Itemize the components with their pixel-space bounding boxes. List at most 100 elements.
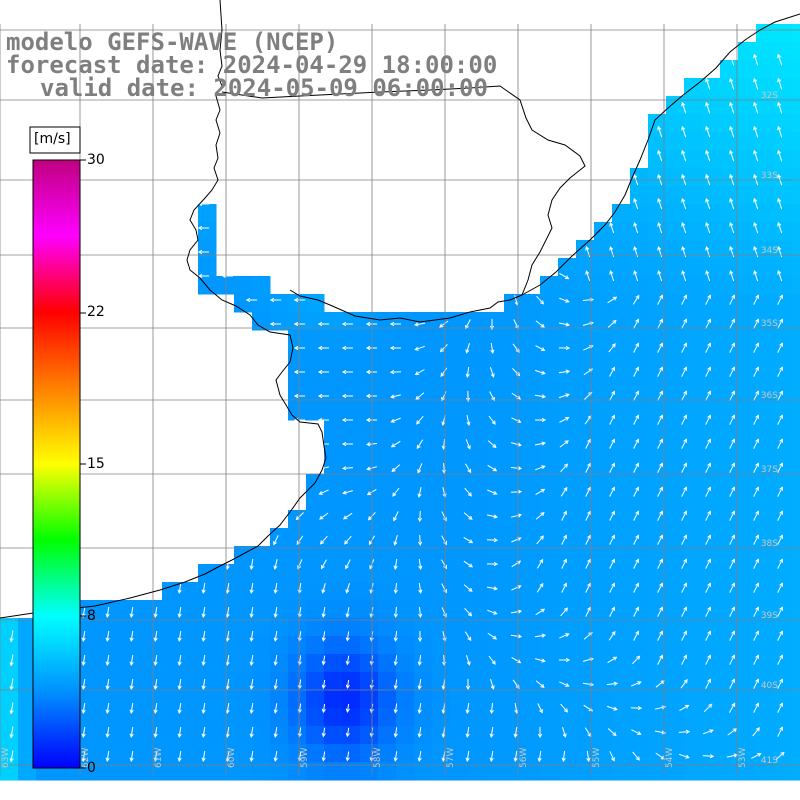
wind-speed-cell (648, 150, 667, 169)
wind-vector (221, 273, 234, 279)
wind-speed-cell (576, 600, 595, 619)
wind-speed-cell (468, 420, 487, 439)
wind-vector (418, 582, 423, 595)
wind-speed-cell (504, 564, 523, 583)
wind-speed-cell (630, 582, 649, 601)
wind-vector (777, 77, 783, 90)
wind-vector (657, 654, 663, 665)
wind-vector (705, 270, 711, 282)
wind-speed-cell (630, 204, 649, 223)
wind-vector (558, 657, 571, 663)
wind-vector (777, 534, 783, 545)
wind-vector (273, 582, 278, 595)
wind-vector (633, 270, 639, 282)
wind-speed-cell (594, 402, 613, 421)
wind-vector (273, 727, 278, 738)
wind-speed-cell (324, 636, 343, 655)
wind-vector (177, 750, 182, 763)
wind-speed-cell (450, 582, 469, 601)
wind-speed-cell (414, 474, 433, 493)
wind-vector (633, 342, 639, 353)
wind-speed-cell (414, 636, 433, 655)
forecast-date: forecast date: 2024-04-29 18:00:00 (6, 51, 498, 79)
wind-speed-cell (738, 420, 757, 439)
wind-speed-cell (612, 744, 631, 763)
wind-vector (463, 560, 474, 568)
wind-vector (417, 751, 422, 762)
wind-vector (777, 342, 783, 353)
wind-speed-cell (702, 690, 721, 709)
wind-speed-cell (576, 438, 595, 457)
wind-vector (345, 655, 350, 666)
wind-speed-cell (702, 438, 721, 457)
wind-vector (558, 393, 570, 399)
wind-vector (705, 510, 711, 521)
wind-vector (681, 366, 687, 377)
wind-speed-cell (684, 654, 703, 673)
wind-speed-cell (252, 654, 271, 673)
wind-vector (417, 655, 422, 666)
wind-speed-cell (522, 600, 541, 619)
wind-vector (273, 606, 278, 619)
wind-speed-cell (396, 762, 415, 781)
wind-vector (105, 630, 110, 643)
wind-speed-cell (378, 384, 397, 403)
wind-speed-cell (612, 672, 631, 691)
wind-speed-cell (702, 402, 721, 421)
wind-speed-cell (162, 744, 181, 763)
wind-speed-cell (396, 744, 415, 763)
wind-speed-cell (234, 654, 253, 673)
wind-speed-cell (666, 636, 685, 655)
wind-speed-cell (252, 726, 271, 745)
wind-vector (535, 320, 545, 328)
wind-speed-cell (792, 150, 800, 169)
longitude-label: 59W (300, 748, 310, 768)
wind-speed-cell (306, 654, 325, 673)
wind-speed-cell (108, 762, 127, 781)
wind-speed-cell (756, 330, 775, 349)
wind-speed-cell (792, 618, 800, 637)
wind-vector (681, 606, 687, 617)
wind-speed-cell (630, 672, 649, 691)
wind-vector (681, 582, 687, 593)
wind-vector (753, 630, 759, 641)
wind-speed-cell (594, 240, 613, 259)
wind-speed-cell (396, 528, 415, 547)
wind-vector (753, 366, 759, 377)
wind-speed-cell (504, 672, 523, 691)
wind-speed-cell (540, 276, 559, 295)
wind-speed-cell (774, 276, 793, 295)
wind-speed-cell (90, 726, 109, 745)
wind-vector (705, 149, 711, 162)
wind-speed-cell (0, 690, 19, 709)
wind-vector (705, 197, 711, 210)
wind-speed-cell (540, 744, 559, 763)
wind-speed-cell (702, 636, 721, 655)
wind-vector (729, 462, 735, 473)
wind-vector (81, 654, 86, 667)
wind-vector (657, 558, 663, 569)
wind-vector (680, 678, 688, 689)
wind-speed-cell (522, 456, 541, 475)
wind-vector (606, 681, 619, 686)
wind-speed-cell (198, 690, 217, 709)
wind-speed-cell (288, 384, 307, 403)
wind-speed-cell (612, 708, 631, 727)
wind-speed-cell (216, 762, 235, 781)
wind-speed-cell (738, 114, 757, 133)
wind-vector (389, 321, 402, 327)
wind-speed-cell (702, 582, 721, 601)
wind-speed-cell (648, 258, 667, 277)
wind-speed-cell (378, 528, 397, 547)
wind-vector (705, 630, 711, 641)
wind-speed-cell (666, 114, 685, 133)
wind-speed-cell (666, 132, 685, 151)
wind-speed-cell (252, 276, 271, 295)
wind-vector (585, 606, 591, 617)
wind-vector (537, 703, 543, 714)
wind-speed-cell (108, 618, 127, 637)
wind-vector (562, 726, 567, 738)
wind-speed-cell (486, 510, 505, 529)
wind-vector (197, 225, 210, 231)
